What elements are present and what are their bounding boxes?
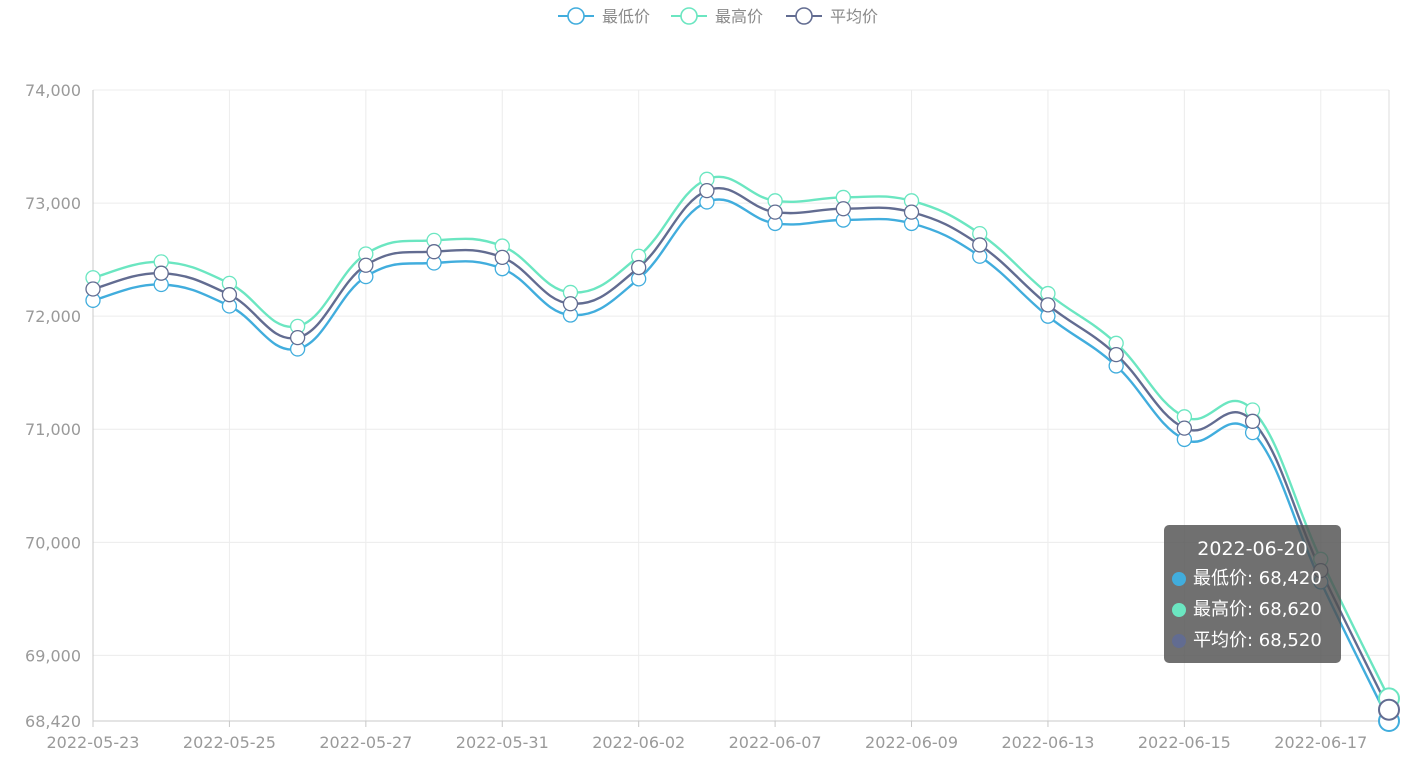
data-point-avg[interactable] (1176, 420, 1193, 436)
legend-label-avg: 平均价 (830, 7, 878, 26)
data-point-avg[interactable] (1378, 698, 1400, 721)
x-tick-label: 2022-05-27 (319, 733, 412, 752)
data-point-avg[interactable] (767, 204, 783, 220)
data-point-avg[interactable] (835, 201, 851, 217)
data-point-avg[interactable] (221, 287, 238, 303)
legend-label-low: 最低价 (602, 7, 650, 26)
legend-item-high[interactable]: 最高价 (671, 7, 763, 26)
y-tick-label: 68,420 (25, 712, 81, 731)
series-line-high (92, 175, 1391, 699)
x-tick-label: 2022-06-13 (1001, 733, 1094, 752)
x-tick-label: 2022-06-15 (1138, 733, 1231, 752)
series-line-avg (92, 187, 1391, 711)
x-axis-labels: 2022-05-23 2022-05-25 2022-05-27 2022-05-31… (47, 733, 1368, 752)
y-tick-label: 70,000 (25, 533, 81, 552)
data-point-avg[interactable] (153, 265, 169, 281)
x-tick-label: 2022-06-07 (729, 733, 822, 752)
data-point-avg[interactable] (1108, 346, 1124, 363)
x-tick-label: 2022-06-17 (1274, 733, 1367, 752)
y-tick-label: 71,000 (25, 420, 81, 439)
tooltip: 2022-06-20 最低价: 68,420 最高价: 68,620 平均价: … (1164, 525, 1341, 663)
legend-marker-high (680, 7, 698, 25)
series-line-low (92, 198, 1391, 722)
legend-marker-low (567, 7, 585, 25)
tooltip-label-avg: 平均价: 68,520 (1193, 630, 1322, 651)
tooltip-label-low: 最低价: 68,420 (1193, 568, 1322, 589)
tooltip-label-high: 最高价: 68,620 (1193, 599, 1322, 620)
data-point-avg[interactable] (426, 244, 442, 260)
data-point-avg[interactable] (972, 237, 988, 253)
data-point-avg[interactable] (1040, 297, 1056, 313)
data-point-avg[interactable] (1244, 413, 1261, 429)
tooltip-row-high: 最高价: 68,620 (1172, 594, 1333, 625)
y-tick-label: 69,000 (25, 646, 81, 665)
tooltip-title: 2022-06-20 (1197, 538, 1308, 560)
y-tick-label: 72,000 (25, 307, 81, 326)
y-tick-label: 73,000 (25, 194, 81, 213)
tooltip-dot-low (1172, 571, 1186, 586)
data-point-avg[interactable] (562, 296, 579, 312)
data-point-avg[interactable] (699, 182, 715, 199)
data-point-avg[interactable] (358, 257, 374, 273)
tooltip-dot-high (1172, 602, 1186, 617)
tooltip-dot-avg (1172, 633, 1186, 648)
tooltip-row-low: 最低价: 68,420 (1172, 563, 1333, 594)
legend-item-avg[interactable]: 平均价 (786, 7, 878, 26)
x-tick-label: 2022-05-25 (183, 733, 276, 752)
legend-label-high: 最高价 (715, 7, 763, 26)
axes (92, 90, 1390, 727)
legend[interactable]: 最低价 最高价 平均价 (558, 7, 878, 26)
x-tick-label: 2022-06-09 (865, 733, 958, 752)
y-tick-label: 74,000 (25, 81, 81, 100)
data-point-avg[interactable] (494, 249, 510, 266)
series-group (85, 171, 1400, 732)
data-point-avg[interactable] (631, 259, 647, 276)
legend-item-low[interactable]: 最低价 (558, 7, 650, 26)
y-axis-labels: 68,420 69,000 70,000 71,000 72,000 73,000 74,0… (25, 81, 81, 731)
data-point-avg[interactable] (85, 281, 101, 297)
data-point-avg[interactable] (289, 330, 306, 346)
legend-marker-avg (795, 7, 813, 25)
data-point-avg[interactable] (903, 204, 920, 220)
x-tick-label: 2022-05-31 (456, 733, 549, 752)
x-tick-label: 2022-06-02 (592, 733, 685, 752)
tooltip-row-avg: 平均价: 68,520 (1172, 625, 1333, 656)
x-tick-label: 2022-05-23 (47, 733, 140, 752)
